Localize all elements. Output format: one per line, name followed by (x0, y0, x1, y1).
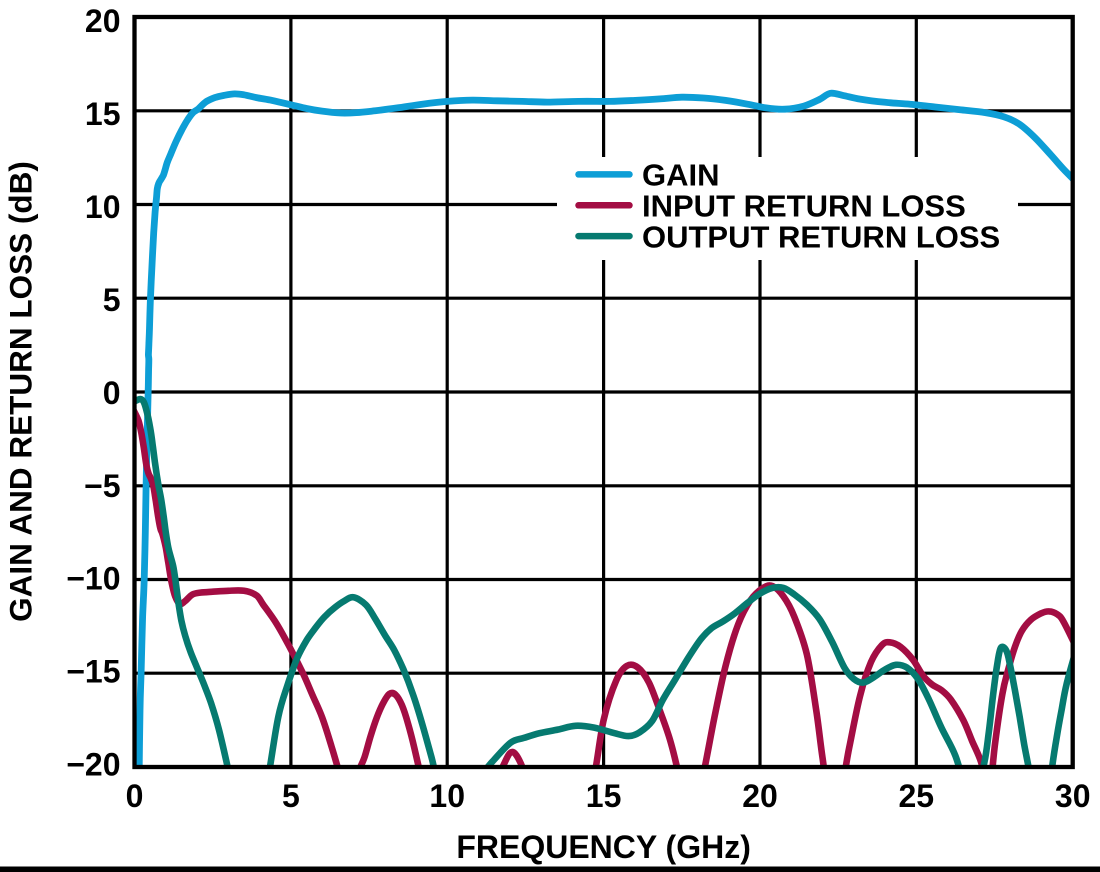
svg-text:15: 15 (85, 96, 121, 132)
svg-text:−10: −10 (66, 561, 120, 597)
svg-text:20: 20 (85, 3, 121, 39)
svg-text:20: 20 (742, 778, 778, 814)
svg-text:25: 25 (899, 778, 935, 814)
svg-text:5: 5 (103, 282, 121, 318)
svg-text:−5: −5 (84, 468, 120, 504)
svg-text:30: 30 (1055, 778, 1091, 814)
svg-text:0: 0 (103, 375, 121, 411)
svg-text:INPUT RETURN LOSS: INPUT RETURN LOSS (642, 189, 966, 224)
svg-text:0: 0 (126, 778, 144, 814)
svg-text:FREQUENCY (GHz): FREQUENCY (GHz) (456, 829, 751, 865)
svg-text:OUTPUT RETURN LOSS: OUTPUT RETURN LOSS (642, 219, 1000, 254)
svg-text:5: 5 (282, 778, 300, 814)
svg-text:GAIN AND RETURN LOSS (dB): GAIN AND RETURN LOSS (dB) (3, 161, 39, 622)
svg-text:−15: −15 (66, 654, 120, 690)
svg-text:10: 10 (85, 189, 121, 225)
svg-text:15: 15 (586, 778, 622, 814)
svg-text:GAIN: GAIN (642, 158, 720, 193)
svg-text:10: 10 (429, 778, 465, 814)
svg-text:−20: −20 (66, 747, 120, 783)
